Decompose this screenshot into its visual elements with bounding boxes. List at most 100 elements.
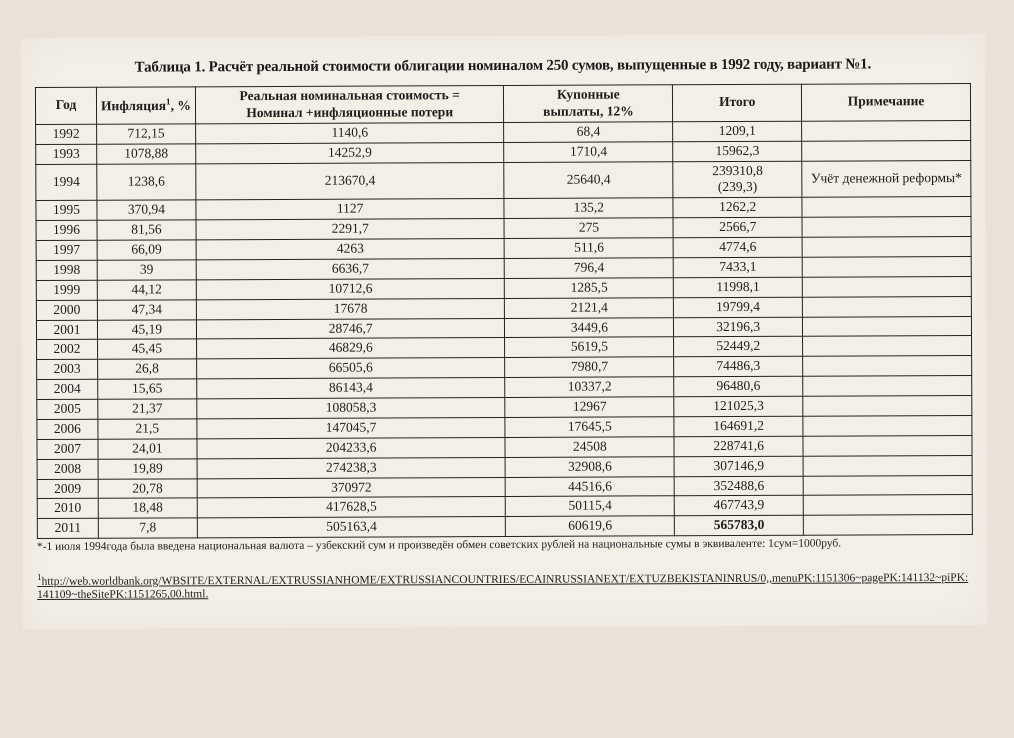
cell-tot: 15962,3 — [673, 141, 802, 161]
cell-coup: 2121,4 — [505, 297, 674, 318]
cell-infl: 39 — [97, 260, 196, 280]
cell-infl: 712,15 — [97, 124, 196, 144]
cell-nom: 28746,7 — [196, 318, 505, 339]
cell-year: 2002 — [37, 340, 98, 360]
cell-tot: 228741,6 — [674, 436, 803, 456]
cell-infl: 20,78 — [98, 478, 197, 498]
cell-note — [803, 475, 972, 496]
cell-nom: 213670,4 — [196, 162, 505, 200]
cell-note — [802, 236, 971, 257]
cell-note — [803, 336, 972, 357]
col-header-nominal: Реальная номинальная стоимость = Номинал… — [195, 85, 504, 123]
cell-nom: 417628,5 — [197, 497, 506, 518]
cell-infl: 47,34 — [97, 299, 196, 319]
cell-coup: 50115,4 — [506, 496, 675, 517]
cell-year: 1992 — [36, 124, 97, 144]
cell-infl: 45,45 — [97, 339, 196, 359]
cell-year: 2011 — [37, 519, 98, 539]
cell-nom: 370972 — [197, 477, 506, 498]
cell-note — [802, 120, 971, 141]
cell-nom: 17678 — [196, 298, 505, 319]
cell-year: 1997 — [36, 240, 97, 260]
cell-note — [803, 515, 972, 536]
cell-note — [803, 415, 972, 436]
cell-year: 2009 — [37, 479, 98, 499]
cell-tot: 1262,2 — [673, 197, 802, 217]
col-header-nominal-l2: Номинал +инфляционные потери — [246, 104, 453, 120]
cell-infl: 15,65 — [98, 379, 197, 399]
footnote-asterisk: *-1 июля 1994года была введена националь… — [37, 537, 973, 554]
cell-note: Учёт денежной реформы* — [802, 160, 971, 197]
cell-tot: 307146,9 — [674, 456, 803, 476]
cell-note — [803, 356, 972, 377]
cell-infl: 18,48 — [98, 498, 197, 518]
cell-year: 2010 — [37, 499, 98, 519]
cell-year: 2007 — [37, 439, 98, 459]
cell-year: 2008 — [37, 459, 98, 479]
cell-infl: 24,01 — [98, 439, 197, 459]
cell-infl: 7,8 — [98, 518, 197, 538]
col-header-coupon-l1: Купонные — [557, 86, 620, 101]
col-header-total: Итого — [673, 84, 802, 121]
cell-year: 2000 — [36, 300, 97, 320]
col-header-coupon: Купонные выплаты, 12% — [504, 85, 673, 122]
cell-infl: 45,19 — [97, 319, 196, 339]
cell-tot: 52449,2 — [674, 337, 803, 357]
cell-year: 1999 — [36, 280, 97, 300]
footnote-reference-suffix: . — [205, 589, 208, 601]
cell-nom: 1127 — [196, 199, 505, 220]
col-header-year: Год — [35, 87, 96, 124]
cell-coup: 24508 — [505, 437, 674, 458]
cell-year: 1994 — [36, 164, 97, 201]
cell-note — [802, 296, 971, 317]
cell-infl: 19,89 — [98, 458, 197, 478]
cell-nom: 274238,3 — [197, 457, 506, 478]
cell-infl: 1078,88 — [97, 143, 196, 163]
cell-coup: 10337,2 — [505, 377, 674, 398]
cell-coup: 32908,6 — [506, 456, 675, 477]
cell-coup: 60619,6 — [506, 516, 675, 537]
col-header-note: Примечание — [802, 83, 971, 120]
cell-year: 2006 — [37, 419, 98, 439]
cell-year: 2004 — [37, 379, 98, 399]
table-header: Год Инфляция1, % Реальная номинальная ст… — [35, 83, 970, 124]
cell-tot: 1209,1 — [673, 121, 802, 141]
bond-valuation-table: Год Инфляция1, % Реальная номинальная ст… — [35, 83, 973, 539]
cell-tot: 4774,6 — [673, 237, 802, 257]
cell-coup: 796,4 — [505, 258, 674, 279]
col-header-inflation: Инфляция1, % — [96, 87, 195, 124]
table-body: 1992712,151140,668,41209,119931078,88142… — [36, 120, 973, 538]
cell-note — [802, 140, 971, 161]
cell-note — [802, 276, 971, 297]
cell-nom: 10712,6 — [196, 278, 505, 299]
cell-infl: 81,56 — [97, 220, 196, 240]
cell-year: 2005 — [37, 399, 98, 419]
cell-note — [803, 435, 972, 456]
cell-note — [802, 197, 971, 218]
table-row: 19941238,6213670,425640,4239310,8(239,3)… — [36, 160, 971, 201]
cell-nom: 6636,7 — [196, 258, 505, 279]
cell-tot: 2566,7 — [673, 217, 802, 237]
cell-tot: 239310,8(239,3) — [673, 161, 802, 198]
col-header-coupon-l2: выплаты, 12% — [543, 103, 634, 118]
cell-coup: 25640,4 — [504, 161, 673, 198]
cell-tot: 121025,3 — [674, 396, 803, 416]
cell-year: 1993 — [36, 144, 97, 164]
cell-tot: 32196,3 — [674, 317, 803, 337]
cell-coup: 1285,5 — [505, 278, 674, 299]
cell-nom: 46829,6 — [196, 338, 505, 359]
cell-nom: 505163,4 — [197, 517, 506, 538]
cell-coup: 5619,5 — [505, 337, 674, 358]
cell-nom: 204233,6 — [197, 437, 506, 458]
cell-note — [803, 376, 972, 397]
table-title: Таблица 1. Расчёт реальной стоимости обл… — [35, 56, 971, 77]
cell-note — [802, 217, 971, 238]
cell-tot: 164691,2 — [674, 416, 803, 436]
col-header-inflation-pre: Инфляция — [101, 98, 166, 113]
footnote-reference: 1http://web.worldbank.org/WBSITE/EXTERNA… — [37, 568, 973, 604]
cell-tot: 96480,6 — [674, 376, 803, 396]
cell-tot: 19799,4 — [674, 297, 803, 317]
cell-tot: 7433,1 — [673, 257, 802, 277]
cell-tot: 467743,9 — [675, 496, 804, 516]
col-header-inflation-post: , % — [171, 98, 191, 113]
